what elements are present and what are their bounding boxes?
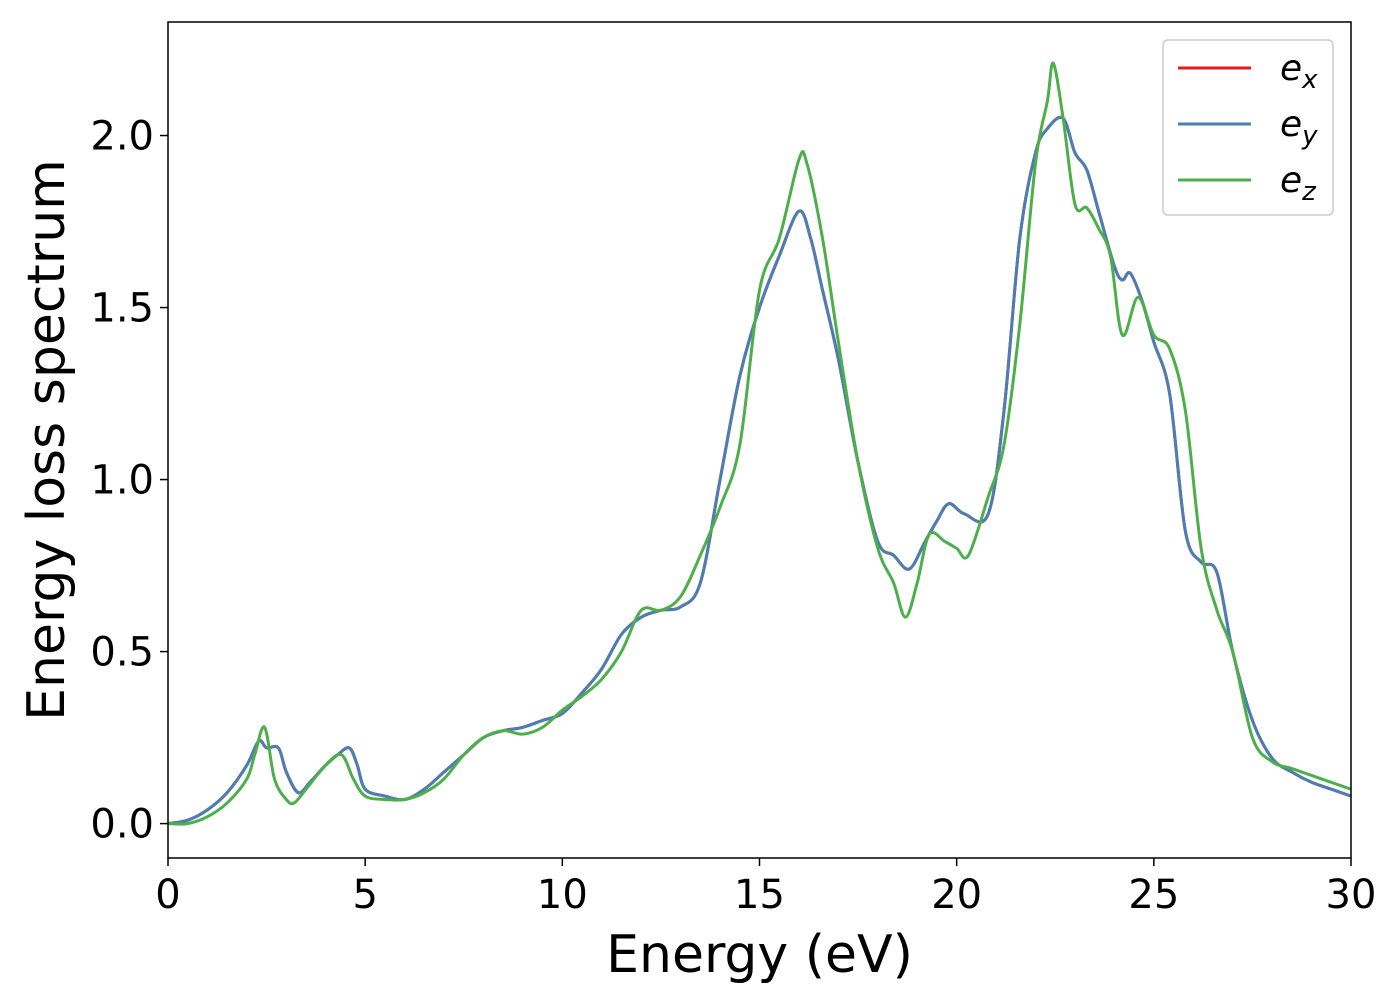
legend-label-y: ey (1280, 104, 1318, 151)
y-tick-label: 1.0 (90, 458, 154, 504)
legend-box (1162, 39, 1334, 216)
x-axis-label: Energy (eV) (606, 925, 913, 985)
y-tick-label: 1.5 (90, 286, 154, 332)
x-tick-label: 10 (537, 872, 588, 918)
legend-label-x: ex (1280, 48, 1318, 95)
x-tick-label: 30 (1326, 872, 1377, 918)
legend-label-z: ez (1280, 160, 1317, 207)
y-tick-label: 0.0 (90, 802, 154, 848)
series-line-z (167, 61, 1352, 826)
series-line-y (167, 115, 1352, 826)
x-tick-label: 5 (352, 872, 377, 918)
x-tick-label: 15 (734, 872, 785, 918)
y-axis-label: Energy loss spectrum (17, 159, 77, 721)
series-line-x (167, 115, 1352, 826)
legend: ex ey ez (1162, 39, 1334, 216)
y-tick-label: 2.0 (90, 114, 154, 160)
y-axis-ticks: 0.0 0.5 1.0 1.5 2.0 (90, 114, 168, 848)
x-tick-label: 25 (1128, 872, 1179, 918)
x-tick-label: 20 (931, 872, 982, 918)
y-tick-label: 0.5 (90, 630, 154, 676)
x-tick-label: 0 (155, 872, 180, 918)
series-lines (167, 61, 1352, 826)
x-axis-ticks: 0 5 10 15 20 25 30 (155, 858, 1376, 918)
